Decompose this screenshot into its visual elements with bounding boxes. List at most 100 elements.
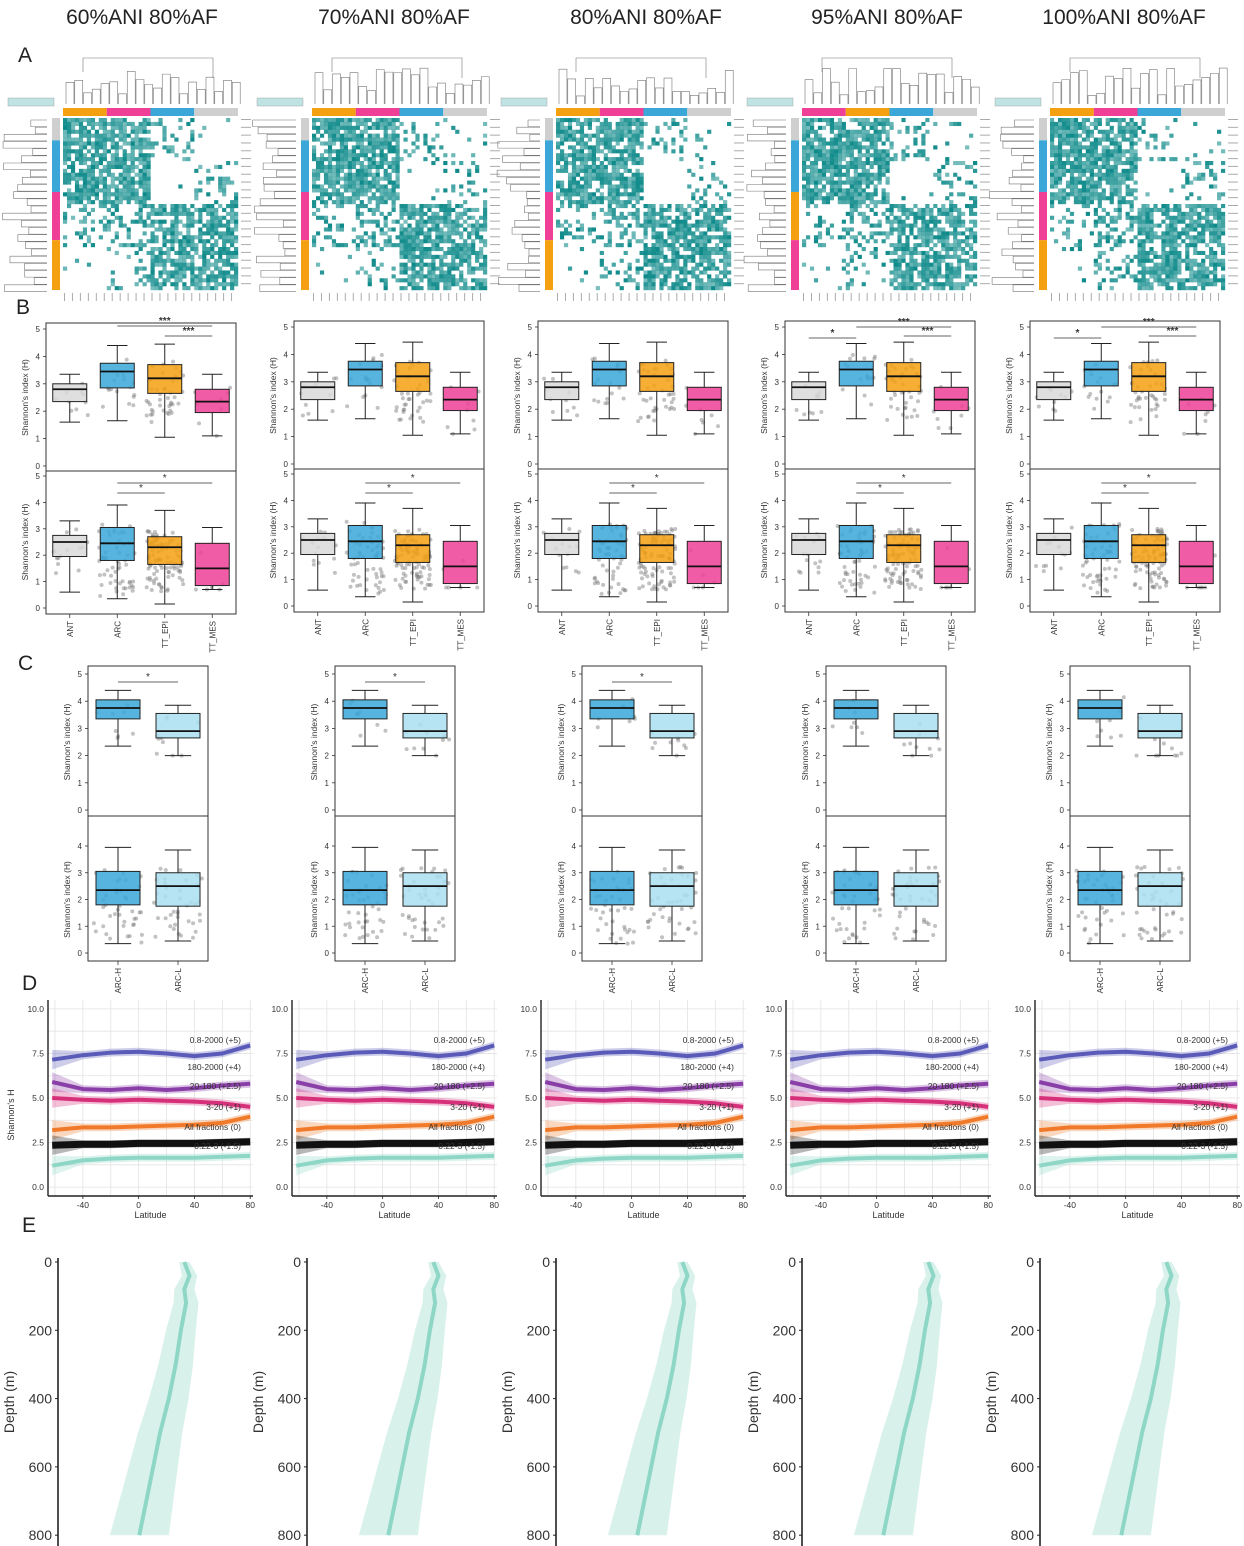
heat-cell [1125,168,1130,173]
row-label [1228,158,1238,160]
heat-cell [587,176,592,181]
heat-cell [174,262,179,267]
heat-cell [391,129,396,134]
heat-cell [86,188,92,193]
heat-cell [455,129,460,134]
heat-cell [607,207,612,213]
dendrogram-branch [279,263,296,271]
heat-cell [937,176,942,181]
heat-cell [615,176,620,181]
heat-cell [1161,239,1166,244]
heat-cell [315,184,321,189]
heat-cell [467,180,472,185]
heat-cell [1089,141,1094,146]
heat-cell [1221,149,1226,154]
heat-cell [957,207,962,213]
heat-cell [727,243,732,248]
heat-cell [174,211,179,216]
heat-cell [1061,161,1067,166]
heat-cell [905,278,910,283]
heat-cell [194,278,199,283]
heat-cell [635,129,640,134]
heat-cell [206,204,211,209]
heat-cell [1117,176,1122,181]
heat-cell [599,258,604,263]
heat-cell [142,145,147,150]
heat-cell [1117,239,1122,244]
heat-cell [655,258,660,263]
heat-cell [351,227,356,232]
heat-cell [631,235,636,240]
heat-cell [651,270,656,275]
heat-cell [419,274,424,279]
heat-cell [1057,196,1063,201]
heat-cell [663,141,668,146]
heat-cell [343,161,348,166]
heat-cell [371,149,376,154]
heat-cell [619,153,624,158]
heat-cell [331,118,337,123]
heat-cell [869,235,874,240]
heat-cell [901,254,906,259]
heat-cell [399,286,404,291]
heat-cell [439,207,444,213]
heat-cell [599,192,604,197]
heat-cell [395,137,400,142]
heat-cell [427,231,432,236]
heat-cell [595,137,600,142]
heat-cell [579,141,585,146]
heat-cell [651,141,656,146]
dendrogram-branch [511,227,540,235]
dendrogram-branch [274,191,296,199]
heat-cell [945,239,950,244]
heat-cell [1145,239,1150,244]
col-label [826,293,828,301]
heat-cell [805,188,811,193]
heat-cell [94,129,99,134]
heat-cell [1133,278,1138,283]
heat-cell [1050,176,1055,181]
heat-cell [727,215,732,220]
heat-cell [226,262,231,267]
heat-cell [1117,274,1122,279]
heat-cell [118,121,123,127]
heat-cell [703,188,708,193]
heat-cell [556,161,561,166]
heat-cell [877,200,882,205]
heat-cell [427,282,432,287]
heat-cell [607,121,612,127]
heat-cell [154,141,159,146]
heat-cell [118,215,123,220]
heat-cell [805,200,811,205]
heat-cell [202,207,207,213]
heat-cell [415,137,420,142]
heat-cell [873,172,878,177]
group-bar-segment [545,118,553,141]
heat-cell [1085,118,1090,123]
heat-cell [174,239,179,244]
heat-cell [603,266,608,271]
heat-cell [1165,239,1170,244]
heat-cell [1121,133,1126,138]
heat-cell [475,286,480,291]
heat-cell [178,274,183,279]
heat-cell [829,153,835,158]
heat-cell [619,118,624,123]
heat-cell [1193,250,1198,256]
heat-cell [813,129,819,134]
heat-cell [1053,145,1059,150]
heat-cell [347,118,352,123]
heat-cell [837,286,842,291]
heat-cell [1217,211,1222,216]
heat-cell [711,176,716,181]
dendrogram-branch [752,119,786,127]
heat-cell [1153,274,1158,279]
heat-cell [1157,235,1162,240]
heat-cell [150,211,155,216]
heat-cell [559,157,565,162]
heat-cell [655,223,660,228]
heat-cell [312,153,317,158]
heat-cell [1197,262,1202,267]
heat-cell [126,172,131,177]
heat-cell [126,188,131,193]
